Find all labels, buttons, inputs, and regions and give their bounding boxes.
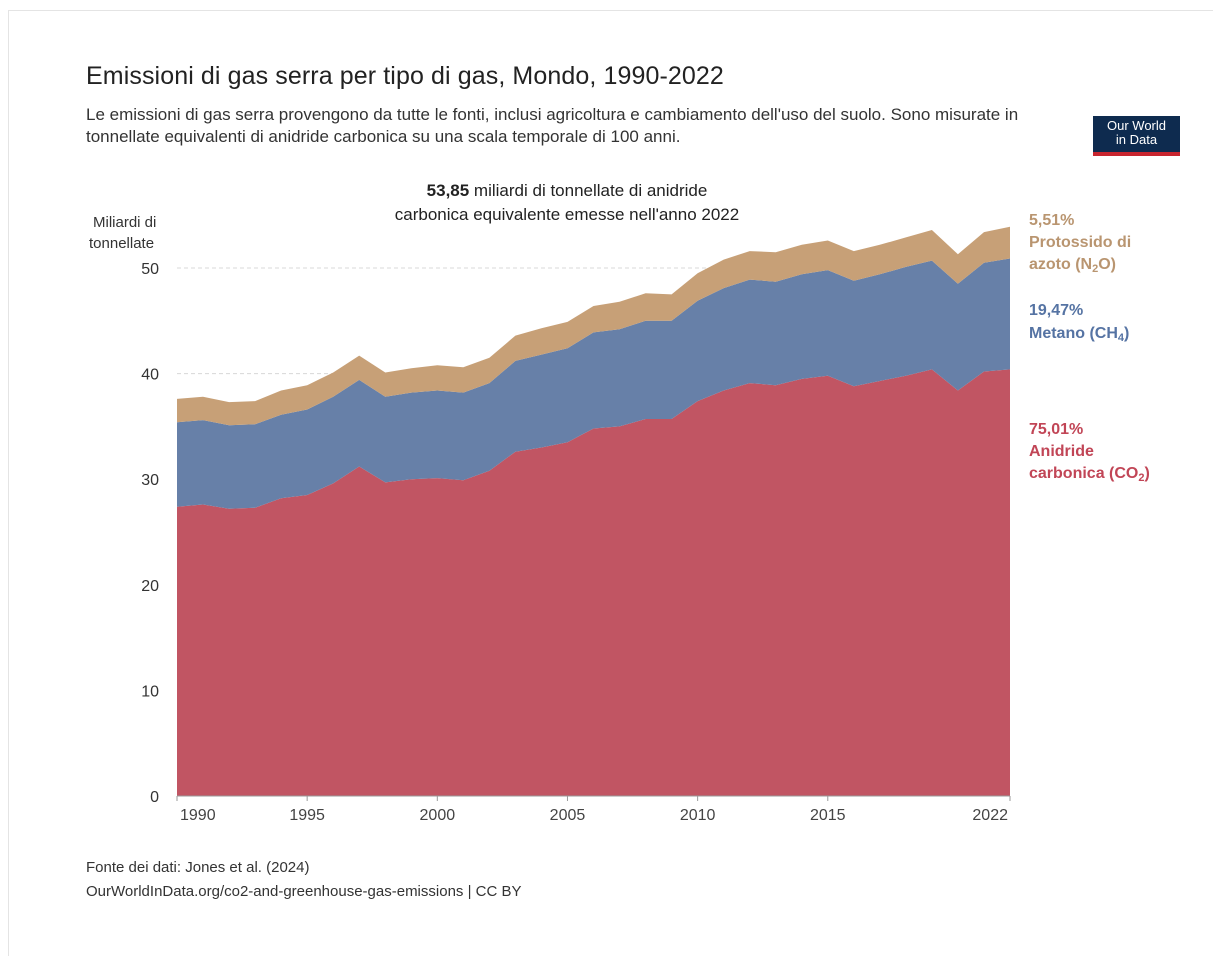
owid-logo[interactable]: Our World in Data bbox=[1093, 116, 1180, 156]
label-n2o-name: Protossido di bbox=[1029, 234, 1131, 251]
total-annotation-line-2: carbonica equivalente emesse nell'anno 2… bbox=[395, 205, 739, 224]
logo-line-1: Our World bbox=[1107, 118, 1166, 133]
label-co2-name-2: carbonica (CO2) bbox=[1029, 465, 1150, 484]
x-tick-label: 2005 bbox=[550, 807, 586, 824]
area-co2[interactable] bbox=[177, 369, 1010, 796]
series-labels: 5,51% Protossido di azoto (N2O) 19,47% Metan… bbox=[1029, 212, 1150, 484]
chart-title: Emissioni di gas serra per tipo di gas, … bbox=[86, 62, 724, 90]
total-annotation-rest: miliardi di tonnellate di anidride bbox=[469, 181, 707, 200]
chart-subtitle: Le emissioni di gas serra provengono da … bbox=[86, 105, 1019, 146]
x-tick-label: 2015 bbox=[810, 807, 846, 824]
label-n2o-name-2: azoto (N2O) bbox=[1029, 256, 1116, 275]
y-tick-label: 30 bbox=[141, 472, 159, 489]
y-tick-label: 20 bbox=[141, 578, 159, 595]
x-tick-label: 2010 bbox=[680, 807, 716, 824]
total-annotation-value: 53,85 bbox=[427, 181, 470, 200]
y-tick-label: 50 bbox=[141, 261, 159, 278]
label-ch4-name: Metano (CH4) bbox=[1029, 325, 1129, 344]
x-tick-label: 2000 bbox=[420, 807, 456, 824]
footer: Fonte dei dati: Jones et al. (2024) OurW… bbox=[86, 856, 521, 904]
logo-line-2: in Data bbox=[1115, 132, 1158, 147]
y-tick-label: 10 bbox=[141, 683, 159, 700]
area-n2o[interactable] bbox=[177, 226, 1010, 426]
y-axis-label-line-1: Miliardi di bbox=[93, 214, 156, 231]
y-tick-label: 0 bbox=[150, 789, 159, 806]
label-n2o-percent: 5,51% bbox=[1029, 212, 1074, 229]
area-series bbox=[177, 226, 1010, 796]
source-url[interactable]: OurWorldInData.org/co2-and-greenhouse-ga… bbox=[86, 883, 522, 900]
y-axis-label-line-2: tonnellate bbox=[89, 235, 154, 252]
axes: 0 10 20 30 40 50 1990 1995 2000 2005 2010 2015 2022 bbox=[141, 261, 1011, 824]
label-ch4-percent: 19,47% bbox=[1029, 302, 1083, 319]
chart-frame bbox=[8, 10, 1213, 956]
label-co2-percent: 75,01% bbox=[1029, 421, 1083, 438]
label-co2-name: Anidride bbox=[1029, 443, 1094, 460]
x-tick-label: 1990 bbox=[180, 807, 216, 824]
area-ch4[interactable] bbox=[177, 258, 1010, 509]
data-source: Fonte dei dati: Jones et al. (2024) bbox=[86, 859, 310, 876]
total-annotation-line-1: 53,85 miliardi di tonnellate di anidride bbox=[427, 181, 708, 200]
x-tick-label: 2022 bbox=[972, 807, 1008, 824]
x-tick-label: 1995 bbox=[289, 807, 325, 824]
y-tick-label: 40 bbox=[141, 367, 159, 384]
